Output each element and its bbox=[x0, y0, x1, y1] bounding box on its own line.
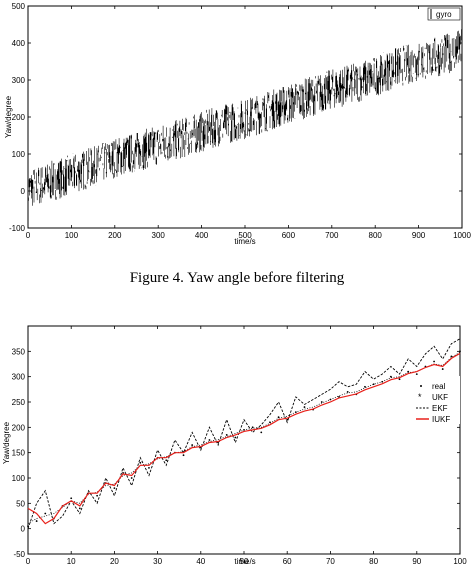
x-tick-label: 200 bbox=[108, 231, 122, 240]
legend-marker-ukf: * bbox=[418, 392, 422, 402]
y-tick-label: 100 bbox=[12, 150, 26, 159]
y-tick-label: 0 bbox=[21, 187, 26, 196]
point-real bbox=[78, 507, 81, 510]
point-real bbox=[234, 436, 237, 439]
point-real bbox=[182, 454, 185, 457]
x-tick-label: 800 bbox=[369, 231, 383, 240]
y-tick-label: 500 bbox=[12, 2, 26, 11]
y-tick-label: 300 bbox=[12, 76, 26, 85]
legend: gyro bbox=[427, 7, 461, 21]
point-real bbox=[130, 477, 133, 479]
legend-box bbox=[416, 376, 460, 424]
series-line-ukf bbox=[27, 351, 461, 524]
y-tick-label: 50 bbox=[16, 499, 25, 508]
point-real bbox=[208, 439, 211, 441]
x-tick-label: 1000 bbox=[453, 231, 471, 240]
point-real bbox=[415, 373, 418, 376]
chart-yaw-filtering-comparison: 0 10 20 30 40 50 60 70 80 90 100 -5005010015020025… bbox=[2, 325, 467, 566]
point-real bbox=[70, 497, 73, 500]
point-real bbox=[165, 459, 168, 462]
figure-caption: Figure 4. Yaw angle before filtering bbox=[129, 270, 345, 286]
series-group bbox=[27, 338, 461, 529]
legend-label-gyro: gyro bbox=[436, 10, 452, 19]
point-real bbox=[303, 406, 306, 408]
y-tick-label: -100 bbox=[9, 224, 26, 233]
y-tick-label: 250 bbox=[12, 398, 26, 407]
x-tick-label: 70 bbox=[326, 557, 335, 566]
y-tick-label: 200 bbox=[12, 423, 26, 432]
x-tick-label: 20 bbox=[110, 557, 119, 566]
legend-label-real: real bbox=[432, 382, 446, 391]
legend-label-ukf: UKF bbox=[432, 393, 448, 402]
y-tick-label: 200 bbox=[12, 113, 26, 122]
y-tick-label: 350 bbox=[12, 347, 26, 356]
y-tick-label: -50 bbox=[13, 550, 25, 559]
x-tick-label: 700 bbox=[325, 231, 339, 240]
x-axis-label: time/s bbox=[234, 237, 255, 246]
series-line-iukf bbox=[27, 352, 461, 525]
point-real bbox=[113, 487, 116, 490]
legend-label-ekf: EKF bbox=[432, 404, 448, 413]
point-real bbox=[389, 375, 392, 378]
y-axis-label: Yaw/degree bbox=[2, 421, 11, 464]
x-tick-label: 0 bbox=[26, 231, 31, 240]
x-tick-label: 30 bbox=[153, 557, 162, 566]
point-real bbox=[139, 461, 142, 464]
point-real bbox=[433, 360, 435, 363]
x-tick-label: 90 bbox=[412, 557, 421, 566]
y-tick-label: 100 bbox=[12, 474, 26, 483]
point-real bbox=[398, 378, 401, 381]
x-axis-ticks: 0 100 200 300 400 500 600 700 800 900 1000 bbox=[26, 6, 471, 240]
point-real bbox=[450, 355, 453, 358]
series-line-ekf bbox=[27, 338, 461, 529]
point-real bbox=[407, 370, 410, 373]
point-real bbox=[96, 494, 99, 497]
x-tick-label: 300 bbox=[152, 231, 166, 240]
y-axis-ticks: -100 0 100 200 300 400 500 bbox=[9, 2, 462, 233]
point-real bbox=[320, 401, 323, 403]
point-real bbox=[277, 416, 280, 419]
x-tick-label: 10 bbox=[67, 557, 76, 566]
x-tick-label: 500 bbox=[238, 231, 252, 240]
x-axis-label: time/s bbox=[234, 557, 255, 566]
plot-frame bbox=[27, 5, 463, 229]
x-tick-label: 400 bbox=[195, 231, 209, 240]
series-line-gyro bbox=[27, 29, 463, 210]
legend-box bbox=[427, 7, 461, 21]
x-axis-ticks: 0 10 20 30 40 50 60 70 80 90 100 bbox=[26, 326, 467, 566]
y-tick-label: 300 bbox=[12, 373, 26, 382]
point-real bbox=[346, 390, 349, 393]
point-real bbox=[251, 426, 254, 429]
x-tick-label: 600 bbox=[282, 231, 296, 240]
x-tick-label: 40 bbox=[196, 557, 205, 566]
point-real bbox=[441, 368, 444, 370]
point-real bbox=[148, 466, 150, 469]
y-tick-label: 0 bbox=[21, 525, 26, 534]
y-tick-label: 400 bbox=[12, 39, 26, 48]
x-tick-label: 80 bbox=[369, 557, 378, 566]
y-axis-label: Yaw/degree bbox=[4, 95, 13, 138]
legend-marker-real bbox=[420, 385, 422, 387]
x-tick-label: 60 bbox=[283, 557, 292, 566]
point-real bbox=[191, 444, 194, 446]
x-tick-label: 100 bbox=[453, 557, 467, 566]
x-tick-label: 0 bbox=[26, 557, 31, 566]
y-tick-label: 150 bbox=[12, 449, 26, 458]
x-tick-label: 900 bbox=[412, 231, 426, 240]
series-gyro bbox=[27, 29, 463, 210]
legend-label-iukf: IUKF bbox=[432, 415, 450, 424]
point-real bbox=[225, 434, 228, 436]
chart-yaw-before-filtering: 0 100 200 300 400 500 600 700 800 900 1000 -100010… bbox=[4, 2, 471, 246]
point-real bbox=[44, 512, 47, 515]
legend: real * UKF EKF IUKF bbox=[416, 376, 460, 424]
y-axis-ticks: -50 0 50 100 150 200 250 300 350 bbox=[12, 347, 460, 559]
plot-frame bbox=[27, 325, 461, 555]
point-real bbox=[35, 520, 38, 522]
x-tick-label: 100 bbox=[65, 231, 79, 240]
x-tick-label: 50 bbox=[240, 557, 249, 566]
point-real bbox=[260, 431, 263, 434]
